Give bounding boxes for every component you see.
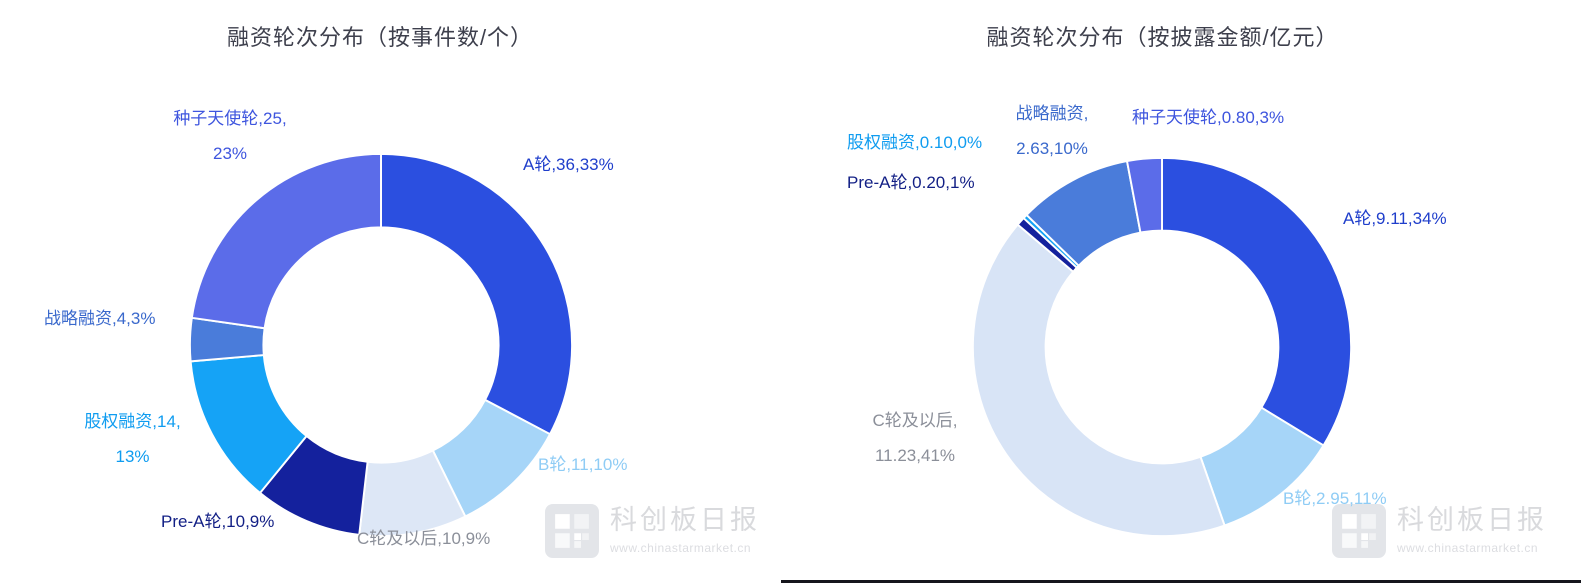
left-label-equity-financing: 股权融资,14, 13%: [84, 412, 181, 466]
watermark-text: 科创板日报 www.chinastarmarket.cn: [1397, 504, 1547, 555]
right-label-b-round: B轮,2.95,11%: [1283, 489, 1387, 508]
cls-watermark-right: 科创板日报 www.chinastarmarket.cn: [1332, 504, 1547, 558]
left-slice-seed-angel-round: [190, 152, 382, 330]
left-label-strategic-financing: 战略融资,4,3%: [44, 309, 156, 328]
right-slice-c-round-and-later: [971, 223, 1226, 538]
donut-chart-by-event-count: [188, 152, 574, 538]
right-label-strategic-financing: 战略融资, 2.63,10%: [1015, 104, 1089, 158]
left-slice-a-round: [380, 152, 574, 436]
right-slice-seed-angel-round: [1126, 156, 1163, 234]
left-label-c-round-and-later: C轮及以后,10,9%: [357, 529, 491, 548]
left-chart-title: 融资轮次分布（按事件数/个）: [226, 25, 534, 50]
right-label-pre-a-round: Pre-A轮,0.20,1%: [847, 173, 975, 192]
right-label-equity-financing: 股权融资,0.10,0%: [847, 133, 983, 152]
watermark-text: 科创板日报 www.chinastarmarket.cn: [610, 504, 760, 555]
right-label-seed-angel-round: 种子天使轮,0.80,3%: [1132, 108, 1285, 127]
right-label-a-round: A轮,9.11,34%: [1343, 209, 1447, 228]
donut-chart-by-disclosed-amount: [971, 156, 1353, 538]
left-label-b-round: B轮,11,10%: [538, 455, 628, 474]
cls-logo-icon: [545, 504, 599, 558]
cls-watermark-left: 科创板日报 www.chinastarmarket.cn: [545, 504, 760, 558]
left-label-seed-angel-round: 种子天使轮,25, 23%: [173, 109, 287, 163]
cls-logo-icon: [1332, 504, 1386, 558]
bottom-edge-rule: [781, 580, 1581, 583]
left-label-pre-a-round: Pre-A轮,10,9%: [161, 512, 275, 531]
watermark-title: 科创板日报: [610, 505, 760, 535]
left-label-a-round: A轮,36,33%: [523, 155, 614, 174]
right-slice-a-round: [1161, 156, 1353, 447]
watermark-url: www.chinastarmarket.cn: [1397, 541, 1539, 555]
right-chart-title: 融资轮次分布（按披露金额/亿元）: [986, 25, 1339, 50]
watermark-title: 科创板日报: [1397, 505, 1547, 535]
right-label-c-round-and-later: C轮及以后, 11.23,41%: [872, 411, 958, 465]
watermark-url: www.chinastarmarket.cn: [610, 541, 752, 555]
